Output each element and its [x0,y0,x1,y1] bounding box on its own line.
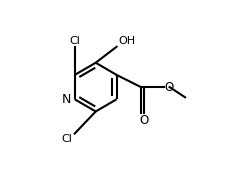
Text: OH: OH [118,36,135,46]
Text: Cl: Cl [69,36,80,46]
Text: O: O [139,114,148,127]
Text: Cl: Cl [61,134,72,144]
Text: O: O [164,81,173,94]
Text: N: N [61,93,71,106]
